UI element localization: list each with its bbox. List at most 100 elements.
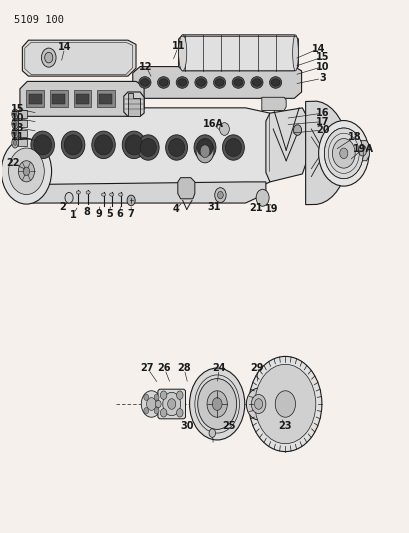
Text: 25: 25 bbox=[222, 421, 236, 431]
Ellipse shape bbox=[193, 135, 216, 160]
Text: 19: 19 bbox=[265, 204, 278, 214]
Polygon shape bbox=[26, 91, 44, 107]
Ellipse shape bbox=[157, 77, 169, 88]
Polygon shape bbox=[18, 120, 27, 127]
Polygon shape bbox=[18, 130, 27, 137]
Ellipse shape bbox=[292, 35, 298, 71]
Ellipse shape bbox=[31, 131, 54, 159]
Polygon shape bbox=[355, 141, 369, 161]
Circle shape bbox=[155, 400, 161, 408]
Circle shape bbox=[65, 192, 73, 203]
Polygon shape bbox=[97, 91, 115, 107]
Text: 6: 6 bbox=[116, 208, 123, 219]
Text: 16: 16 bbox=[315, 108, 329, 118]
Text: 11: 11 bbox=[11, 133, 24, 142]
Ellipse shape bbox=[109, 193, 113, 196]
Text: 15: 15 bbox=[11, 104, 24, 114]
Ellipse shape bbox=[76, 191, 80, 194]
Circle shape bbox=[214, 188, 225, 203]
Circle shape bbox=[254, 365, 315, 443]
Text: 30: 30 bbox=[180, 421, 193, 431]
Circle shape bbox=[160, 391, 166, 399]
Ellipse shape bbox=[137, 135, 159, 160]
Ellipse shape bbox=[64, 135, 82, 155]
Polygon shape bbox=[99, 94, 112, 104]
Circle shape bbox=[176, 391, 182, 399]
Circle shape bbox=[162, 392, 180, 416]
Ellipse shape bbox=[196, 139, 213, 157]
Circle shape bbox=[45, 52, 53, 63]
Ellipse shape bbox=[12, 138, 18, 148]
Ellipse shape bbox=[222, 135, 244, 160]
Ellipse shape bbox=[252, 79, 261, 86]
Polygon shape bbox=[76, 94, 89, 104]
Circle shape bbox=[144, 408, 148, 414]
Text: 5109 100: 5109 100 bbox=[14, 15, 64, 25]
Ellipse shape bbox=[34, 135, 52, 155]
Ellipse shape bbox=[118, 193, 122, 196]
Polygon shape bbox=[18, 110, 27, 118]
Ellipse shape bbox=[269, 77, 281, 88]
Ellipse shape bbox=[13, 131, 17, 136]
Ellipse shape bbox=[140, 79, 149, 86]
Circle shape bbox=[246, 388, 270, 420]
Text: 18: 18 bbox=[348, 132, 361, 142]
Circle shape bbox=[160, 409, 166, 417]
Ellipse shape bbox=[86, 191, 90, 194]
Ellipse shape bbox=[176, 77, 188, 88]
Ellipse shape bbox=[13, 140, 17, 146]
Text: 27: 27 bbox=[140, 363, 154, 373]
Text: 5: 5 bbox=[106, 208, 112, 219]
Polygon shape bbox=[18, 139, 27, 147]
Ellipse shape bbox=[196, 79, 205, 86]
Text: 4: 4 bbox=[172, 204, 179, 214]
Text: 10: 10 bbox=[11, 114, 24, 124]
Circle shape bbox=[274, 391, 295, 417]
Text: 13: 13 bbox=[11, 123, 24, 133]
Text: 14: 14 bbox=[311, 44, 325, 54]
Circle shape bbox=[9, 148, 44, 195]
Circle shape bbox=[332, 139, 354, 168]
Text: 9: 9 bbox=[95, 208, 102, 219]
Ellipse shape bbox=[125, 135, 143, 155]
Circle shape bbox=[217, 191, 223, 199]
Text: 2: 2 bbox=[58, 202, 65, 212]
Text: 12: 12 bbox=[139, 62, 153, 71]
Ellipse shape bbox=[270, 79, 279, 86]
Circle shape bbox=[254, 399, 262, 409]
Text: 19A: 19A bbox=[352, 143, 373, 154]
Polygon shape bbox=[178, 35, 298, 71]
Polygon shape bbox=[178, 177, 194, 199]
Polygon shape bbox=[52, 94, 65, 104]
Circle shape bbox=[324, 128, 362, 179]
Circle shape bbox=[339, 148, 347, 159]
Polygon shape bbox=[124, 92, 144, 116]
Ellipse shape bbox=[168, 139, 184, 157]
Text: 14: 14 bbox=[58, 42, 72, 52]
Ellipse shape bbox=[165, 135, 187, 160]
Circle shape bbox=[293, 125, 301, 135]
Ellipse shape bbox=[250, 77, 263, 88]
Polygon shape bbox=[18, 108, 269, 193]
Text: 23: 23 bbox=[278, 421, 291, 431]
Circle shape bbox=[127, 195, 135, 206]
Ellipse shape bbox=[61, 131, 85, 159]
Circle shape bbox=[41, 48, 56, 67]
Text: 24: 24 bbox=[212, 363, 225, 373]
Text: 8: 8 bbox=[84, 207, 90, 217]
Circle shape bbox=[197, 378, 236, 430]
Circle shape bbox=[167, 399, 175, 409]
Ellipse shape bbox=[225, 139, 241, 157]
Circle shape bbox=[219, 123, 229, 135]
Text: 22: 22 bbox=[7, 158, 20, 168]
Text: 21: 21 bbox=[248, 203, 262, 213]
Ellipse shape bbox=[178, 79, 186, 86]
Circle shape bbox=[209, 429, 215, 437]
Polygon shape bbox=[133, 67, 301, 98]
Polygon shape bbox=[261, 98, 285, 110]
Text: 1: 1 bbox=[70, 209, 76, 220]
Ellipse shape bbox=[139, 77, 151, 88]
Ellipse shape bbox=[231, 77, 244, 88]
Circle shape bbox=[189, 368, 244, 440]
Ellipse shape bbox=[178, 35, 186, 71]
